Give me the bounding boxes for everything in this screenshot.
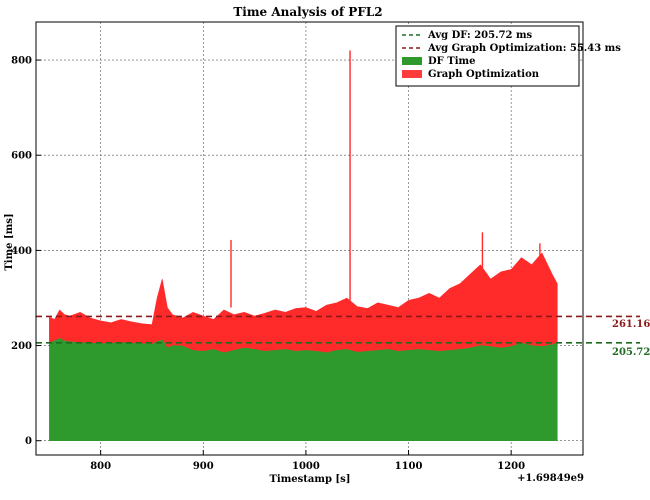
y-tick-label: 400 — [11, 246, 32, 257]
x-axis-label: Timestamp [s] — [269, 474, 350, 485]
x-tick-label: 1000 — [292, 461, 320, 472]
graph-optimization-area — [49, 252, 558, 353]
x-tick-label: 1100 — [395, 461, 423, 472]
reference-lines — [36, 315, 640, 344]
x-axis-offset-label: +1.69849e9 — [517, 473, 584, 484]
y-tick-label: 0 — [25, 436, 32, 447]
plot-areas — [49, 50, 558, 441]
legend-df-time-label: DF Time — [428, 56, 475, 67]
avg-graph-value-label: 261.16 — [612, 319, 650, 330]
y-tick-label: 200 — [11, 341, 32, 352]
x-tick-label: 800 — [90, 461, 111, 472]
y-tick-label: 600 — [11, 151, 32, 162]
x-tick-label: 1200 — [497, 461, 525, 472]
legend-graph-optimization-label: Graph Optimization — [428, 69, 540, 80]
avg-df-value-label: 205.72 — [612, 347, 650, 358]
plot-frame — [35, 21, 584, 456]
y-axis-label: Time [ms] — [4, 213, 15, 270]
legend-box — [395, 25, 580, 87]
x-tick-label: 900 — [193, 461, 214, 472]
chart-title: Time Analysis of PFL2 — [233, 5, 382, 19]
legend: Avg DF: 205.72 ms Avg Graph Optimization… — [395, 25, 621, 87]
legend-graph-optimization-swatch — [402, 70, 422, 78]
df-time-area — [49, 338, 558, 441]
axes: 800 900 1000 1100 1200 0 200 400 600 800 — [11, 21, 584, 472]
legend-avg-df-label: Avg DF: 205.72 ms — [427, 30, 533, 41]
legend-avg-graph-label: Avg Graph Optimization: 55.43 ms — [427, 43, 621, 54]
legend-df-time-swatch — [402, 57, 422, 65]
y-tick-label: 800 — [11, 56, 32, 67]
